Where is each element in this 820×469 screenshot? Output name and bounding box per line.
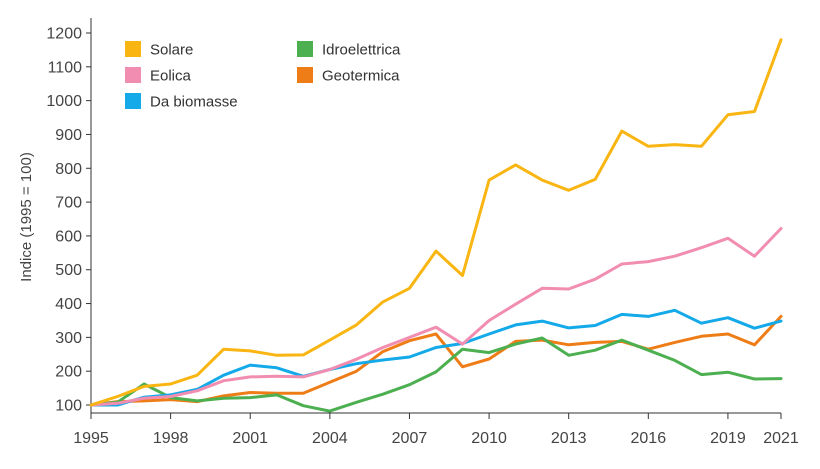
legend-label-solare: Solare — [150, 42, 193, 59]
legend-swatch-eolica — [125, 67, 141, 83]
y-tick-label: 400 — [55, 296, 82, 313]
y-tick-label: 1100 — [48, 59, 83, 76]
axes — [90, 18, 781, 414]
y-tick-label: 600 — [55, 228, 82, 245]
y-tick-label: 300 — [55, 330, 82, 347]
y-axis-title: Indice (1995 = 100) — [18, 152, 35, 282]
x-tick-label: 2004 — [312, 430, 348, 447]
legend-label-da-biomasse: Da biomasse — [150, 94, 238, 111]
series-line-solare — [89, 38, 783, 407]
legend-label-eolica: Eolica — [150, 68, 192, 85]
y-tick-label: 200 — [55, 364, 82, 381]
y-tick-label: 800 — [55, 161, 82, 178]
y-tick-label: 700 — [55, 195, 82, 212]
series-line-da-biomasse — [89, 308, 783, 407]
x-tick-label: 2019 — [710, 430, 746, 447]
legend-swatch-da-biomasse — [125, 93, 141, 109]
legend-swatch-solare — [125, 41, 141, 57]
y-axis-ticks: 100 200 300 400 500 600 700 800 900 1000 1100 1200 — [46, 26, 91, 415]
legend-swatch-idroelettrica — [297, 41, 313, 57]
y-tick-label: 900 — [55, 127, 82, 144]
series-line-eolica — [89, 227, 783, 407]
x-tick-label: 1998 — [153, 430, 189, 447]
y-tick-label: 1200 — [46, 26, 82, 43]
y-tick-label: 100 — [55, 398, 82, 415]
y-tick-label: 500 — [55, 262, 82, 279]
x-axis-ticks: 1995 1998 2001 2004 2007 2010 2013 2016 2019 2021 — [73, 413, 799, 447]
series-line-idroelettrica — [89, 336, 783, 413]
x-tick-label: 2021 — [763, 430, 799, 447]
legend-label-geotermica: Geotermica — [322, 68, 400, 85]
x-tick-label: 2010 — [471, 430, 507, 447]
x-tick-label: 2016 — [631, 430, 667, 447]
legend-label-idroelettrica: Idroelettrica — [322, 42, 401, 59]
y-axis-title-group: Indice (1995 = 100) — [18, 152, 35, 282]
legend-swatch-geotermica — [297, 67, 313, 83]
x-tick-label: 2001 — [232, 430, 268, 447]
x-tick-label: 2007 — [392, 430, 428, 447]
legend: Solare Eolica Da biomasse Idroelettrica Geot… — [125, 41, 401, 111]
x-tick-label: 2013 — [551, 430, 587, 447]
x-tick-label: 1995 — [73, 430, 109, 447]
y-tick-label: 1000 — [46, 93, 82, 110]
series-lines — [89, 38, 783, 413]
